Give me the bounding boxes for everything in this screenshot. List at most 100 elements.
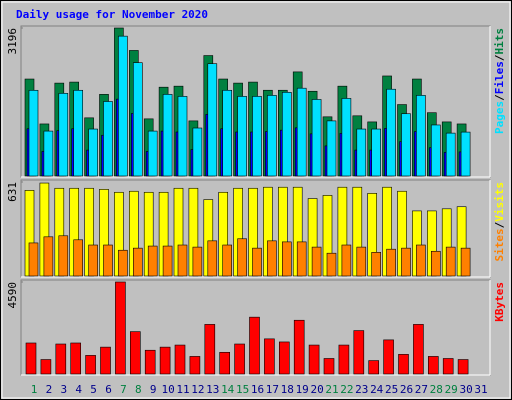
- x-tick-label: 15: [236, 383, 249, 396]
- x-tick-label: 26: [400, 383, 413, 396]
- bar: [383, 339, 394, 375]
- bar: [177, 244, 188, 277]
- x-tick-label: 17: [266, 383, 279, 396]
- y-tick-label: 631: [6, 182, 19, 202]
- bar: [73, 239, 83, 277]
- bar: [460, 131, 471, 177]
- bar: [207, 240, 218, 277]
- bar: [58, 235, 69, 277]
- x-tick-label: 27: [415, 383, 428, 396]
- x-tick-label: 13: [206, 383, 219, 396]
- bar: [416, 244, 426, 277]
- bar: [55, 343, 67, 375]
- bar: [460, 247, 471, 277]
- legend-separator: /: [493, 94, 506, 101]
- bar: [371, 128, 382, 177]
- bar: [189, 356, 201, 375]
- bar: [133, 247, 143, 277]
- x-tick-label: 10: [161, 383, 174, 396]
- bar: [219, 351, 230, 375]
- bar: [386, 248, 396, 277]
- bar: [237, 96, 247, 177]
- x-tick-label: 5: [90, 383, 97, 396]
- x-tick-label: 30: [459, 383, 472, 396]
- bar: [371, 252, 382, 277]
- bar: [457, 359, 469, 375]
- bar: [252, 247, 262, 277]
- x-tick-label: 6: [105, 383, 112, 396]
- x-tick-label: 1: [31, 383, 38, 396]
- legend: KBytes: [493, 282, 506, 322]
- bar: [341, 244, 352, 277]
- bar: [281, 92, 292, 177]
- x-tick-label: 7: [120, 383, 127, 396]
- bar: [40, 359, 52, 375]
- bar: [115, 281, 126, 375]
- x-tick-label: 11: [176, 383, 189, 396]
- bar: [281, 241, 292, 277]
- bar: [147, 245, 158, 277]
- bar: [416, 95, 426, 177]
- bar: [427, 356, 439, 375]
- x-tick-label: 3: [60, 383, 67, 396]
- legend-separator: /: [493, 221, 506, 228]
- bar: [28, 242, 39, 277]
- bar: [118, 35, 128, 177]
- legend-entry: Sites: [493, 228, 506, 261]
- bar: [222, 244, 232, 277]
- bar: [58, 93, 69, 177]
- legend-entry: KBytes: [493, 282, 506, 322]
- legend-entry: Visits: [493, 182, 506, 222]
- legend-entry: Pages: [493, 101, 506, 134]
- bar: [249, 316, 260, 375]
- x-tick-label: 16: [251, 383, 264, 396]
- y-tick-label: 3196: [6, 28, 19, 55]
- legend-entry: Files: [493, 61, 506, 94]
- bar: [267, 240, 277, 277]
- bar: [237, 238, 247, 277]
- bar: [326, 252, 337, 277]
- chart-title: Daily usage for November 2020: [16, 8, 208, 21]
- bar: [311, 99, 322, 177]
- bar: [100, 346, 111, 375]
- legend: Pages/Files/Hits: [493, 28, 506, 134]
- bar: [43, 236, 54, 277]
- bar: [103, 101, 113, 177]
- bar: [118, 249, 128, 277]
- bar: [445, 246, 456, 277]
- bar: [401, 247, 411, 277]
- bar: [130, 331, 141, 375]
- bar: [293, 319, 305, 375]
- bar: [398, 354, 409, 375]
- bar: [204, 324, 216, 375]
- bar: [413, 324, 424, 375]
- bar: [296, 241, 307, 277]
- x-tick-label: 14: [221, 383, 235, 396]
- bar: [252, 96, 262, 177]
- bar: [162, 245, 173, 277]
- bar: [430, 250, 441, 277]
- bar: [278, 341, 290, 375]
- bar: [311, 246, 322, 277]
- bar: [162, 94, 173, 177]
- bar: [264, 338, 275, 375]
- bar: [88, 128, 98, 177]
- x-tick-label: 23: [355, 383, 368, 396]
- bar: [144, 349, 156, 375]
- bar: [430, 124, 441, 177]
- x-tick-label: 9: [150, 383, 157, 396]
- x-tick-label: 29: [445, 383, 458, 396]
- bar: [73, 89, 83, 177]
- bar: [296, 87, 307, 177]
- x-tick-label: 24: [370, 383, 384, 396]
- bar: [353, 330, 365, 375]
- bar: [85, 355, 96, 375]
- bar: [308, 344, 320, 375]
- bar: [234, 343, 245, 375]
- bar: [207, 63, 218, 177]
- bar: [356, 246, 367, 277]
- bar: [177, 96, 188, 177]
- bar: [147, 130, 158, 177]
- bar: [222, 89, 232, 177]
